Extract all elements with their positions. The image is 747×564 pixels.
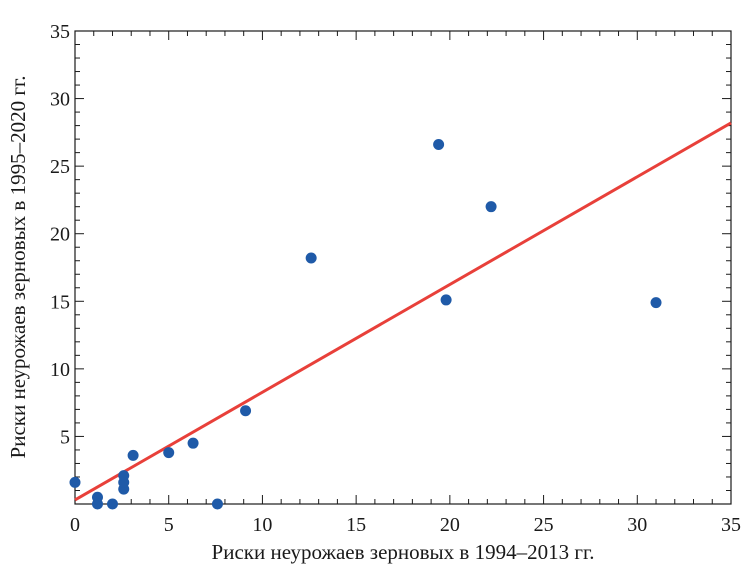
regression-line-group	[74, 121, 732, 502]
y-tick-label: 10	[50, 359, 70, 381]
data-point	[650, 297, 662, 309]
data-point	[163, 447, 175, 459]
x-tick-label: 25	[534, 514, 554, 536]
x-tick-label: 15	[346, 514, 366, 536]
data-point	[305, 252, 317, 264]
data-point	[187, 437, 199, 449]
x-tick-label: 0	[70, 514, 80, 536]
x-axis-title: Риски неурожаев зерновых в 1994–2013 гг.	[212, 540, 595, 564]
x-tick-label: 20	[440, 514, 460, 536]
data-points	[69, 139, 662, 510]
data-point	[69, 476, 81, 488]
data-point	[118, 470, 130, 482]
data-point	[106, 498, 118, 510]
data-point	[485, 201, 497, 213]
x-tick-label: 5	[164, 514, 174, 536]
y-tick-label: 35	[50, 21, 70, 43]
x-tick-label: 30	[627, 514, 647, 536]
x-tick-label: 35	[721, 514, 741, 536]
y-tick-label: 15	[50, 291, 70, 313]
y-axis-ticks: 5 10 15 20 25 30 35	[50, 21, 731, 505]
regression-line	[74, 121, 732, 502]
x-tick-label: 10	[252, 514, 272, 536]
y-tick-label: 25	[50, 156, 70, 178]
data-point	[91, 498, 103, 510]
data-point	[211, 498, 223, 510]
y-axis-title: Риски неурожаев зерновых в 1995–2020 гг.	[6, 76, 30, 459]
y-tick-label: 30	[50, 89, 70, 111]
data-point	[440, 294, 452, 306]
data-point	[240, 405, 252, 417]
y-tick-label: 20	[50, 224, 70, 246]
data-point	[127, 449, 139, 461]
data-point	[433, 139, 445, 151]
plot-area	[74, 30, 732, 505]
y-tick-label: 5	[60, 426, 70, 448]
x-axis-ticks: 0 5 10 15 20 25 30 35	[70, 31, 741, 536]
